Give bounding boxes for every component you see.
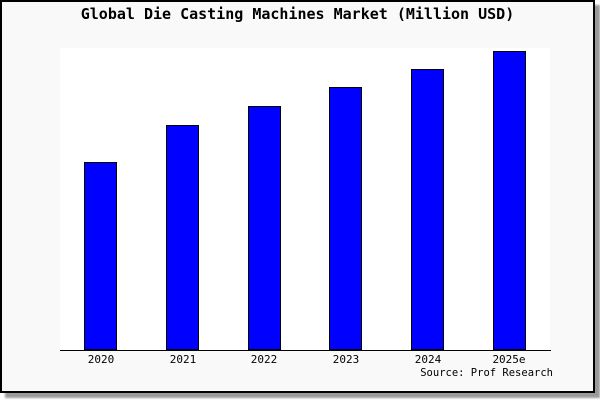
- x-axis-line: [60, 350, 551, 351]
- bar-2020: [84, 162, 117, 350]
- x-tick-label-2020: 2020: [87, 353, 115, 366]
- bar-2025e: [493, 51, 526, 350]
- x-tick-label-2023: 2023: [332, 353, 360, 366]
- x-tick-label-2021: 2021: [169, 353, 197, 366]
- x-tick-label-2025e: 2025e: [492, 353, 526, 366]
- x-tick-label-2024: 2024: [414, 353, 442, 366]
- plot-area: [60, 48, 550, 350]
- x-tick-label-2022: 2022: [250, 353, 278, 366]
- source-credit: Source: Prof Research: [420, 367, 553, 379]
- bar-2024: [411, 69, 444, 350]
- bar-2022: [248, 106, 281, 350]
- bar-2023: [329, 87, 362, 350]
- chart-title: Global Die Casting Machines Market (Mill…: [80, 5, 515, 23]
- bar-2021: [166, 125, 199, 350]
